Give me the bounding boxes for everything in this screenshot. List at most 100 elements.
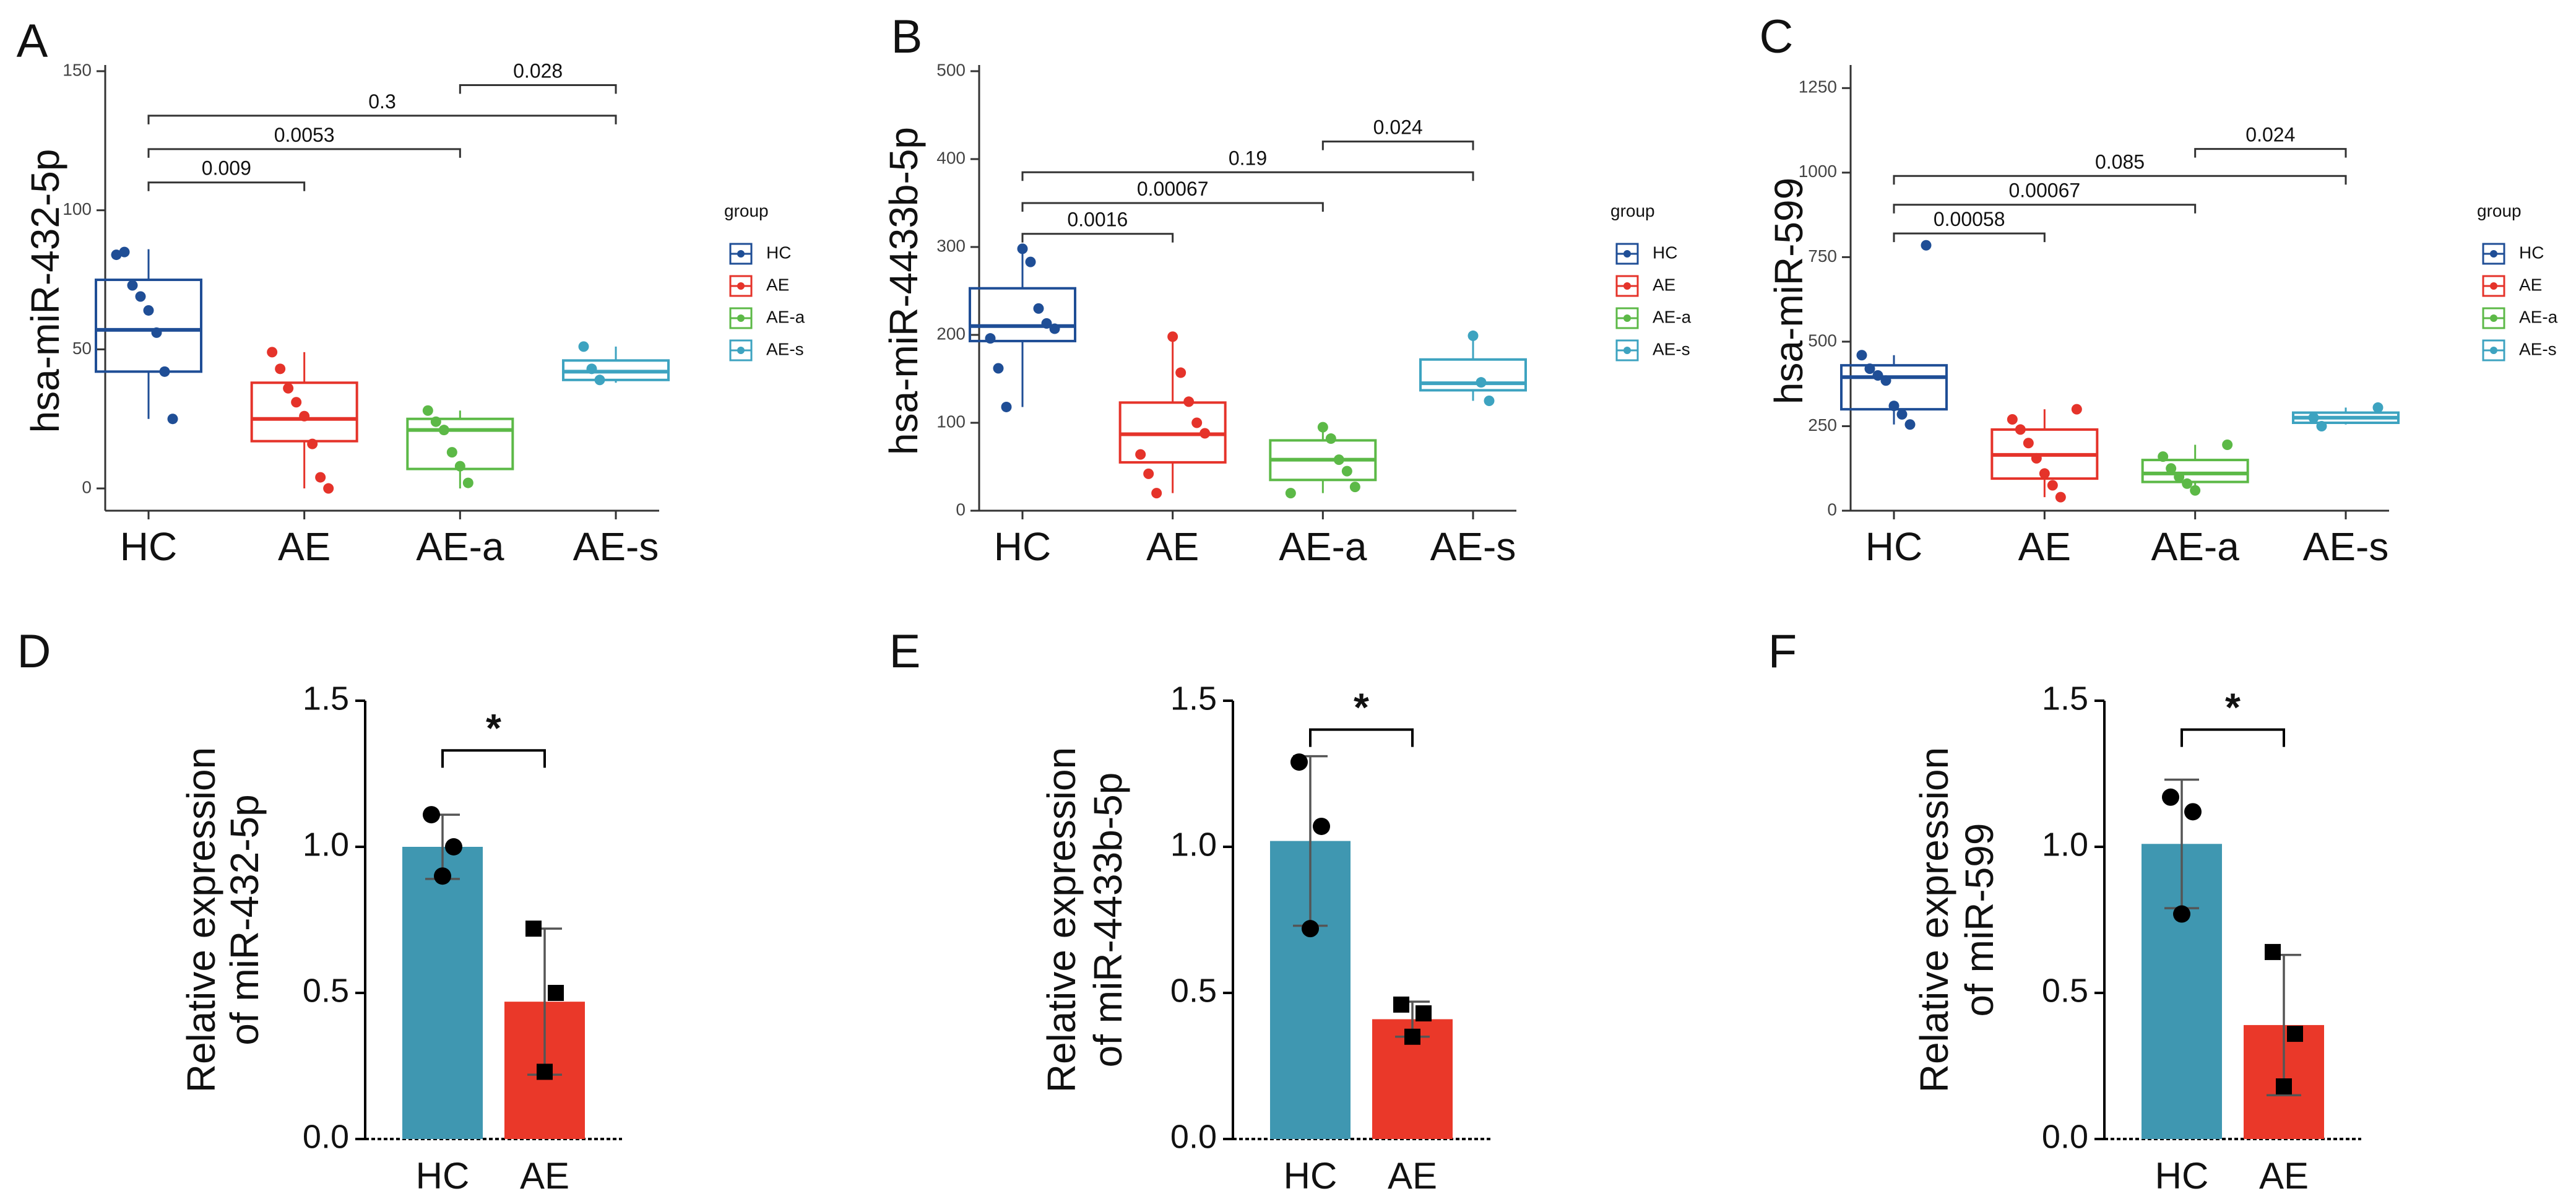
significance-star: * [1354,685,1369,730]
data-point [1183,396,1195,407]
legend-key-dot [2490,347,2497,354]
box-ae [250,381,358,443]
data-point [445,838,462,855]
y-tick-label: 0 [956,500,966,519]
legend-key-dot [737,250,745,258]
y-axis-label: hsa-miR-432-5p [23,149,67,433]
data-point [2190,485,2201,496]
y-tick-label: 1.5 [2042,680,2088,717]
y-tick-label: 100 [63,199,92,219]
data-point [1467,330,1479,341]
x-tick-label-ae: AE [2018,524,2071,569]
data-point [323,483,334,494]
p-value-label: 0.024 [2245,124,2295,146]
data-point [462,477,473,488]
comparison-bracket [147,115,617,124]
legend-label-ae-s: AE-s [1653,339,1690,358]
data-point [2162,788,2179,806]
y-tick-label: 50 [72,339,92,358]
data-point [1001,401,1012,412]
data-point [1199,428,1211,439]
legend-label-ae: AE [2519,275,2542,294]
data-point [438,425,449,436]
comparison-bracket [2194,148,2347,158]
x-tick-label-ae-s: AE-s [573,524,659,569]
data-point [1290,753,1308,771]
legend-label-hc: HC [2519,243,2544,262]
y-tick-label: 0.0 [2042,1118,2088,1155]
panel-letter-D: D [17,625,51,678]
data-point [537,1063,553,1080]
data-point [143,305,154,316]
data-point [578,341,589,352]
data-point [1921,240,1932,251]
x-tick-label-hc: HC [416,1155,470,1197]
data-point [423,806,440,824]
legend-label-ae-a: AE-a [2519,307,2558,326]
data-point [985,333,996,344]
data-point [1864,363,1875,375]
data-point [2047,480,2058,491]
data-point [283,383,294,394]
data-point [1191,417,1203,428]
comparison-bracket [147,148,461,158]
legend-key-dot [1623,250,1631,258]
y-tick-label: 1250 [1799,77,1837,97]
legend-key-dot [2490,314,2497,322]
data-point [454,461,465,472]
legend-key-dot [737,314,745,322]
y-tick-label: 200 [936,324,966,343]
data-point [1135,449,1146,460]
legend-title: group [724,201,769,220]
data-point [1484,396,1495,406]
legend-title: group [1610,201,1655,220]
x-tick-label-ae-a: AE-a [1279,524,1367,569]
y-tick-label: 0.0 [303,1118,349,1155]
data-point [2173,905,2190,923]
data-point [1333,454,1344,466]
data-point [1888,401,1900,412]
data-point [1317,422,1328,433]
data-point [2184,803,2202,821]
box-ae-a [2141,459,2249,483]
data-point [1476,377,1487,388]
x-tick-label-ae: AE [2259,1155,2309,1197]
data-point [1151,488,1162,499]
comparison-bracket [459,84,617,94]
legend-label-ae: AE [766,275,789,294]
p-value-label: 0.00067 [2008,180,2080,202]
data-point [2158,451,2169,462]
data-point [1025,256,1036,267]
data-point [2276,1078,2292,1095]
p-value-label: 0.0016 [1067,209,1128,231]
data-point [2015,424,2026,435]
y-tick-label: 0.0 [1170,1118,1217,1155]
data-point [2007,414,2018,425]
data-point [2308,412,2319,423]
legend-key-dot [1623,314,1631,322]
y-axis-label: hsa-miR-4433b-5p [881,127,926,455]
legend-key-dot [1623,347,1631,354]
comparison-bracket [1893,204,2197,214]
y-axis-label-line2: of miR-4433b-5p [1086,773,1130,1068]
data-point [119,246,130,258]
data-point [159,366,170,377]
data-point [1404,1028,1420,1045]
y-tick-label: 250 [1808,415,1837,435]
significance-bracket [1309,728,1414,747]
data-point [315,472,326,483]
legend-label-ae: AE [1653,275,1675,294]
data-point [299,410,310,422]
y-tick-label: 500 [1808,331,1837,350]
data-point [1896,409,1908,420]
comparison-bracket [147,181,306,191]
y-tick-label: 0 [1827,500,1837,519]
y-axis-label-line1: Relative expression [1039,747,1084,1093]
data-point [2287,1026,2303,1042]
significance-bracket [2181,728,2285,747]
p-value-label: 0.024 [1373,116,1423,139]
x-tick-label-ae-s: AE-s [2303,524,2389,569]
legend-key-dot [737,282,745,290]
comparison-bracket [1893,175,2347,185]
p-value-label: 0.028 [513,59,563,82]
